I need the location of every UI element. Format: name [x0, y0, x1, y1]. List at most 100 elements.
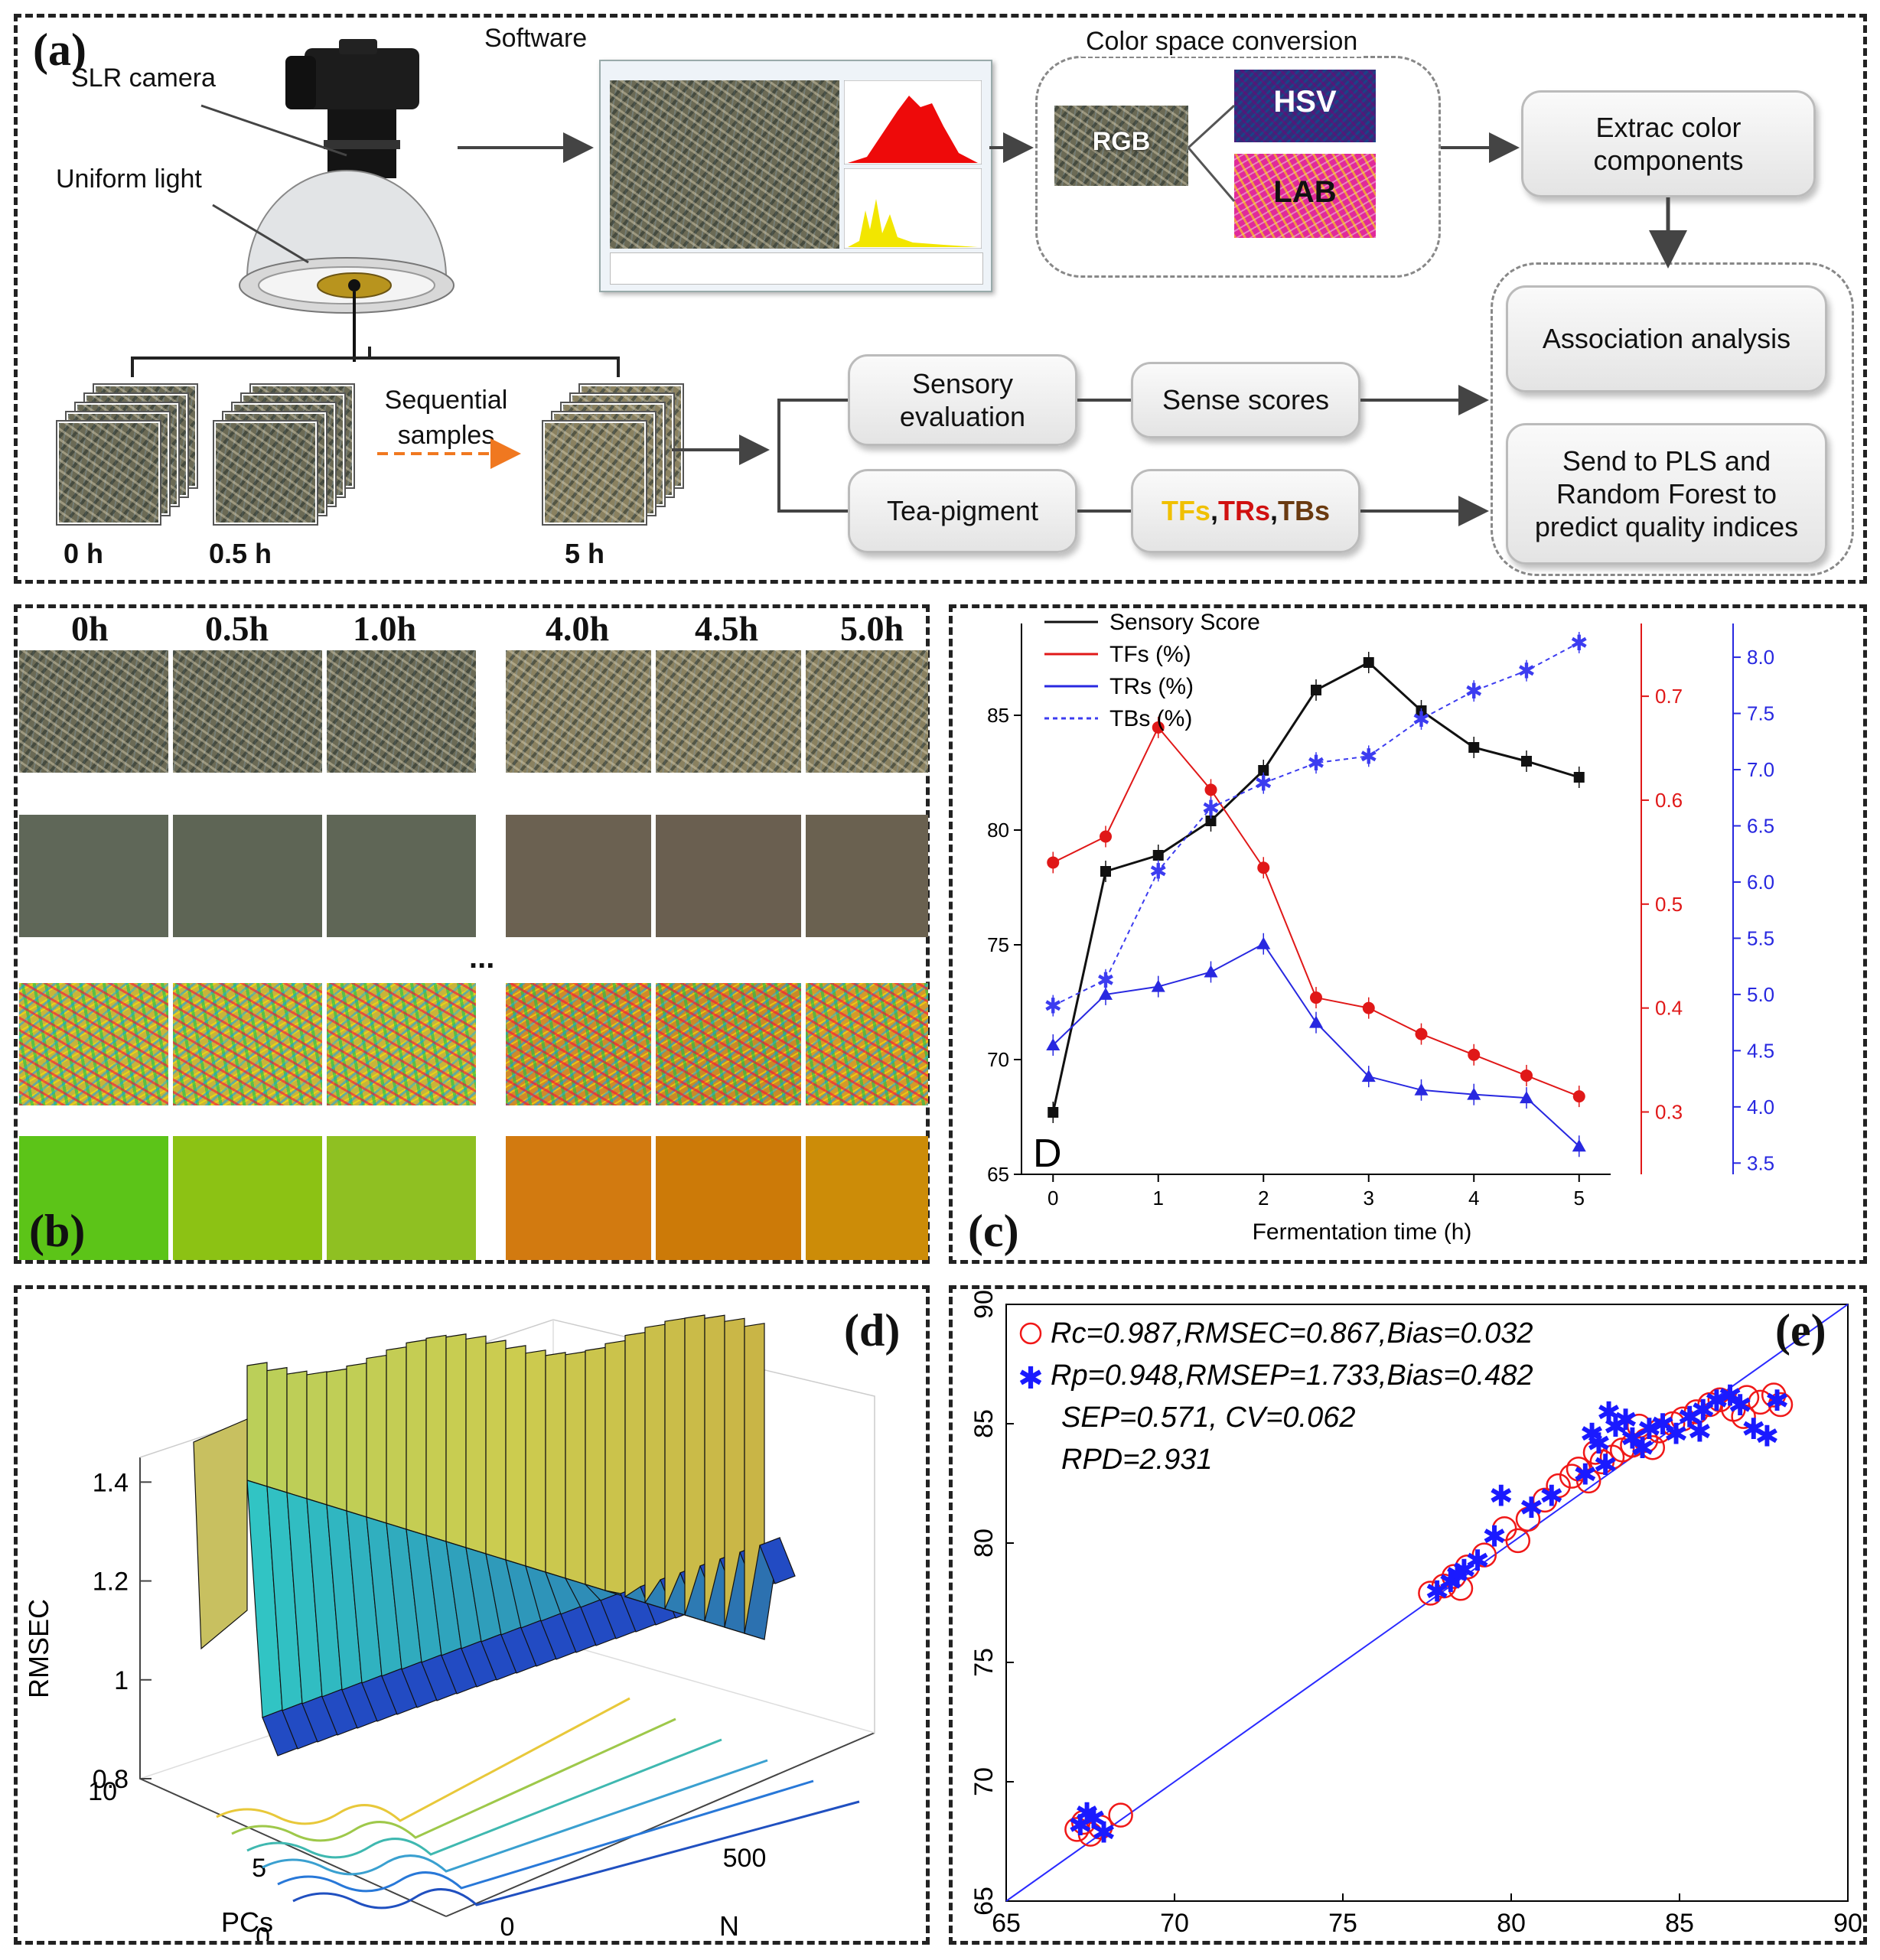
y-tick-label: 75: [969, 1648, 999, 1677]
prediction-point: ✱: [1580, 1418, 1605, 1450]
y-right1-tick-label: 0.7: [1655, 685, 1683, 708]
calibration-point: [1418, 1581, 1443, 1606]
y-tick-label: 80: [969, 1529, 999, 1558]
panel-d: 0.8 1 1.2 1.4 RMSEC 0 5 10 PCs 0 500 N (d): [14, 1285, 930, 1945]
calibration-point: [1431, 1573, 1457, 1599]
surface-patch: [505, 1345, 526, 1567]
raw-image-0h: [19, 650, 168, 773]
mean-color-45h: [656, 815, 801, 937]
data-point: ✱: [1570, 631, 1588, 655]
color-space-title: Color space conversion: [1081, 27, 1363, 57]
calibration-point: [1441, 1564, 1467, 1589]
prediction-point: ✱: [1465, 1545, 1490, 1577]
surface-patch: [624, 1331, 646, 1603]
y-tick-label: 70: [969, 1767, 999, 1796]
surface-patch: [306, 1371, 327, 1506]
data-point: [1363, 657, 1374, 668]
surface-patch: [406, 1339, 427, 1536]
mean-color-05h: [173, 815, 322, 937]
n-tick-label: 500: [723, 1844, 767, 1873]
flow-arrows: [131, 132, 1687, 526]
time-label-05h: 0.5 h: [209, 538, 272, 569]
prediction-point: ✱: [1687, 1416, 1712, 1448]
calibration-point: [1515, 1506, 1541, 1532]
stat-text-1: SEP=0.571, CV=0.062: [1061, 1402, 1356, 1434]
prediction-point: ✱: [1614, 1405, 1638, 1437]
data-point: [1361, 1070, 1376, 1083]
surface-patch: [326, 1368, 347, 1512]
lab-label: LAB: [1273, 175, 1337, 209]
time-header-5: 5.0h: [840, 609, 904, 648]
tea-pigment-box: Tea-pigment: [848, 469, 1077, 553]
surface-patch: [585, 1346, 606, 1591]
data-point: ✱: [1149, 859, 1167, 883]
data-point: [1047, 856, 1060, 869]
sense-scores-box: Sense scores: [1131, 362, 1360, 438]
calibration-point: [1670, 1406, 1696, 1432]
z-tick-label: 0.8: [93, 1765, 129, 1794]
calibration-point: [1471, 1542, 1497, 1568]
data-point: ✱: [1412, 708, 1430, 731]
prediction-point: ✱: [1718, 1381, 1742, 1413]
data-point: [1520, 1091, 1533, 1104]
software-label: Software: [484, 24, 588, 53]
data-point: [1415, 1027, 1428, 1040]
mean-color-4h: [506, 815, 651, 937]
panel-b-label: (b): [29, 1206, 86, 1256]
surface-patch: [193, 1418, 248, 1650]
calibration-point: [1731, 1404, 1756, 1429]
surface-patch: [465, 1335, 487, 1555]
y-right1-tick-label: 0.3: [1655, 1100, 1683, 1123]
mean-color-0h: [19, 815, 168, 937]
surface-patch: [485, 1340, 507, 1561]
z-tick-label: 1: [114, 1666, 129, 1695]
calibration-point: [1546, 1473, 1571, 1499]
y-right2-tick-label: 3.5: [1747, 1151, 1774, 1174]
x-tick-label: 4: [1468, 1187, 1479, 1210]
data-point: [1100, 830, 1112, 843]
software-histogram-red: [844, 80, 982, 164]
x-tick-label: 5: [1574, 1187, 1585, 1210]
data-point: [1573, 772, 1585, 783]
data-point: [1521, 756, 1532, 767]
surface-patch: [286, 1370, 308, 1499]
x-axis-label: Fermentation time (h): [1253, 1219, 1472, 1245]
data-point: [1309, 1015, 1323, 1028]
calibration-point: [1532, 1487, 1558, 1513]
calibration-point: [1626, 1413, 1652, 1439]
axis-frame-bottom: [445, 1732, 875, 1917]
mean-color-5h: [806, 815, 928, 937]
dome: [246, 170, 448, 278]
data-point: ✱: [1202, 796, 1220, 820]
legend-prediction-marker: ✱: [1018, 1362, 1044, 1395]
pcs-tick-label: 0: [256, 1923, 270, 1941]
color-swatch-05h: [173, 1136, 322, 1260]
prediction-point: ✱: [1620, 1424, 1644, 1456]
data-point: ✱: [1255, 772, 1272, 796]
calibration-point: [1505, 1528, 1531, 1554]
association-box: Association analysis: [1506, 285, 1827, 392]
data-point: ✱: [1465, 679, 1483, 703]
color-space-connectors: [1188, 104, 1236, 202]
calibration-point: [1620, 1432, 1645, 1458]
color-space-group: [1035, 56, 1441, 278]
pcs-tick-label: 5: [252, 1854, 266, 1883]
contour-line: [262, 1759, 768, 1876]
panel-c-label: (c): [968, 1206, 1019, 1256]
data-point: [1311, 685, 1321, 695]
panel-c: 0 1 2 3 4 5 65 70 75 80 85 0.3 0.4 0.5 0.6 0.7 3.5 4.0 4.5…: [949, 604, 1867, 1264]
x-tick-label: 80: [1497, 1909, 1526, 1938]
mean-color-1h: [327, 815, 476, 937]
y-right2-tick-label: 5.5: [1747, 926, 1774, 949]
data-point: [1520, 1069, 1533, 1082]
x-tick-label: 75: [1328, 1909, 1357, 1938]
prediction-point: ✱: [1068, 1810, 1093, 1842]
light-label: Uniform light: [56, 164, 202, 194]
z-tick-label: 1.2: [93, 1568, 129, 1597]
time-header-1: 0.5h: [205, 609, 269, 648]
data-point: [1310, 991, 1322, 1004]
data-point: [1152, 721, 1165, 734]
y-right1-tick-label: 0.5: [1655, 893, 1683, 916]
prediction-point: ✱: [1540, 1481, 1564, 1513]
y-right2-tick-label: 6.0: [1747, 871, 1774, 894]
